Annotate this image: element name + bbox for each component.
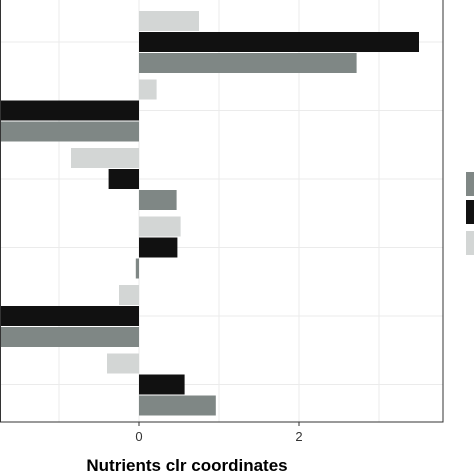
x-tick-label: 0 xyxy=(135,429,142,444)
bar xyxy=(135,258,139,279)
bar xyxy=(0,306,139,326)
bar xyxy=(0,327,139,347)
bar xyxy=(71,148,139,168)
bar xyxy=(139,190,177,210)
bar xyxy=(0,100,139,121)
bar xyxy=(107,353,139,374)
bar xyxy=(139,237,178,258)
bars xyxy=(0,11,419,416)
legend-key xyxy=(466,172,474,196)
bar xyxy=(139,395,216,416)
legend-key xyxy=(466,231,474,255)
bar xyxy=(108,169,139,189)
bar xyxy=(139,11,199,31)
bar xyxy=(139,53,357,73)
panel-border xyxy=(0,0,444,423)
legend-key xyxy=(466,200,474,224)
x-axis-title: Nutrients clr coordinates xyxy=(86,456,287,474)
x-tick-label: 2 xyxy=(295,429,302,444)
bar xyxy=(0,121,139,142)
bar xyxy=(139,79,157,100)
bar xyxy=(119,285,139,305)
legend xyxy=(466,172,474,255)
bar xyxy=(139,216,181,237)
bar xyxy=(139,374,185,395)
bar xyxy=(139,32,419,52)
